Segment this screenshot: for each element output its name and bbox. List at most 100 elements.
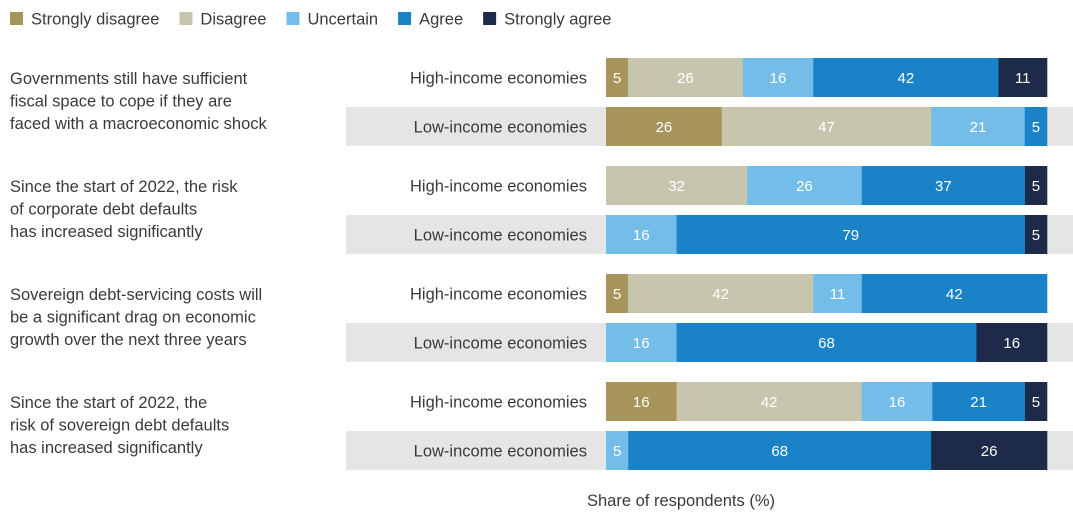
bar-segment (628, 58, 744, 97)
legend-label: Strongly disagree (31, 11, 159, 29)
question-group: Sovereign debt-servicing costs will be a … (10, 274, 1073, 362)
question-text-line: of corporate debt defaults (10, 201, 197, 219)
legend-label: Agree (419, 11, 463, 29)
data-label: 16 (633, 394, 650, 411)
row-label: Low-income economies (414, 335, 587, 353)
data-label: 11 (830, 286, 846, 303)
legend-swatch (286, 12, 300, 25)
question-text-line: faced with a macroeconomic shock (10, 115, 268, 133)
bar-segment (606, 58, 629, 97)
bar-segment (861, 274, 1048, 313)
data-label: 5 (613, 70, 621, 87)
bar-row: Low-income economies 16 79 5 (346, 215, 1073, 254)
data-label: 68 (818, 335, 835, 352)
data-label: 47 (818, 119, 835, 136)
bar-segment (932, 382, 1026, 421)
bar-row: Low-income economies 5 68 26 (346, 431, 1073, 470)
data-label: 11 (1015, 70, 1031, 87)
bar-segment (606, 431, 629, 470)
bar-segment (1024, 215, 1048, 254)
bar-segment (676, 323, 977, 362)
data-label: 21 (970, 394, 987, 411)
legend-swatch (398, 12, 412, 25)
data-label: 26 (796, 178, 813, 195)
data-label: 37 (935, 178, 952, 195)
bar-row: Low-income economies 16 68 16 (346, 323, 1073, 362)
data-label: 16 (889, 394, 906, 411)
legend-item: Strongly disagree (10, 11, 159, 29)
data-label: 68 (771, 443, 788, 460)
data-label: 42 (712, 286, 729, 303)
bar-segment (861, 382, 933, 421)
data-label: 5 (1032, 394, 1040, 411)
bar-segment (676, 215, 1026, 254)
bar-row: High-income economies 5 42 11 42 (410, 274, 1048, 313)
data-label: 5 (613, 443, 621, 460)
data-label: 42 (761, 394, 778, 411)
legend-swatch (179, 12, 193, 25)
legend-item: Agree (398, 11, 463, 29)
question-text-line: risk of sovereign debt defaults (10, 417, 229, 435)
data-label: 32 (668, 178, 685, 195)
question-group: Since the start of 2022, the risk of corp… (10, 166, 1073, 254)
bar-segment (813, 58, 999, 97)
bar-segment (606, 382, 677, 421)
data-label: 5 (1032, 119, 1040, 136)
bar-row: High-income economies 5 26 16 42 11 (410, 58, 1048, 97)
bar-segment (931, 431, 1048, 470)
data-label: 79 (842, 227, 859, 244)
bar-segment (742, 58, 814, 97)
data-label: 26 (677, 70, 694, 87)
legend-swatch (10, 12, 23, 25)
bar-segment (628, 431, 932, 470)
bar-segment (861, 166, 1026, 205)
data-label: 16 (770, 70, 787, 87)
row-label: Low-income economies (414, 227, 587, 245)
data-label: 26 (981, 443, 998, 460)
question-group: Governments still have sufficient fiscal … (10, 58, 1073, 146)
data-label: 16 (1003, 335, 1020, 352)
question-text-line: Sovereign debt-servicing costs will (10, 286, 262, 304)
data-label: 42 (898, 70, 915, 87)
row-label: High-income economies (410, 178, 587, 196)
bar-segment (1024, 107, 1048, 146)
question-text-line: Since the start of 2022, the (10, 394, 207, 412)
bar-row: Low-income economies 26 47 21 5 (346, 107, 1073, 146)
data-label: 5 (613, 286, 621, 303)
bar-segment (1024, 166, 1048, 205)
bar-segment (747, 166, 863, 205)
legend-item: Strongly agree (483, 11, 611, 29)
bar-segment (976, 323, 1048, 362)
x-axis-label: Share of respondents (%) (587, 492, 775, 510)
legend-label: Strongly agree (504, 11, 611, 29)
question-text-line: has increased significantly (10, 439, 203, 457)
question-text-line: has increased significantly (10, 223, 203, 241)
data-label: 16 (633, 335, 650, 352)
bar-segment (721, 107, 932, 146)
question-text-line: be a significant drag on economic (10, 309, 256, 327)
question-text-line: fiscal space to cope if they are (10, 93, 232, 111)
row-label: High-income economies (410, 286, 587, 304)
question-text-line: Governments still have sufficient (10, 70, 248, 88)
data-label: 16 (633, 227, 650, 244)
bar-segment (606, 166, 748, 205)
question-group: Since the start of 2022, the risk of sove… (10, 382, 1073, 470)
chart-groups: Governments still have sufficient fiscal … (10, 58, 1073, 470)
legend-item: Disagree (179, 11, 266, 29)
bar-row: High-income economies 32 26 37 5 (410, 166, 1048, 205)
row-label: High-income economies (410, 394, 587, 412)
bar-segment (676, 382, 863, 421)
legend-swatch (483, 12, 497, 25)
row-label: Low-income economies (414, 119, 587, 137)
bar-segment (998, 58, 1048, 97)
row-label: High-income economies (410, 70, 587, 88)
question-text-line: Since the start of 2022, the risk (10, 178, 238, 196)
row-label: Low-income economies (414, 443, 587, 461)
bar-segment (606, 107, 723, 146)
legend-item: Uncertain (286, 11, 378, 29)
bar-segment (606, 215, 677, 254)
bar-segment (606, 274, 629, 313)
bar-segment (606, 323, 677, 362)
data-label: 5 (1032, 178, 1040, 195)
